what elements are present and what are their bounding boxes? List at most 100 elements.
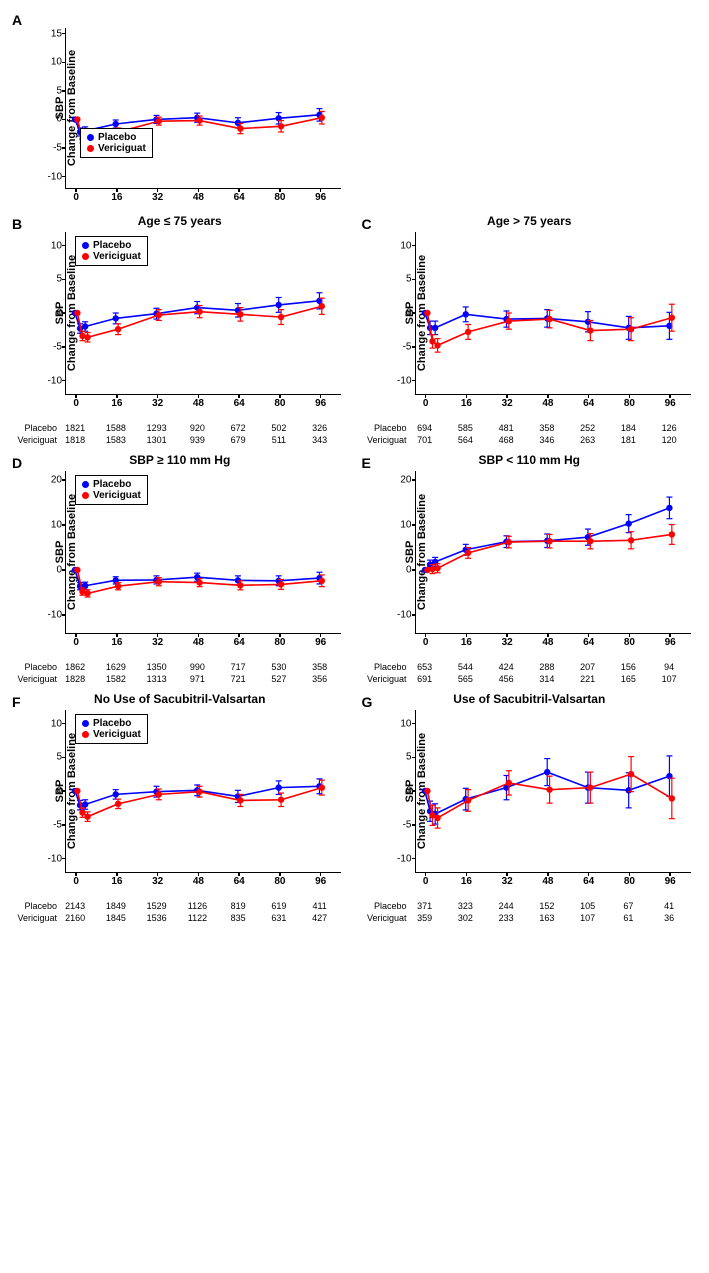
x-tick-label: 32 [152,394,163,409]
y-tick-label: -5 [53,819,66,830]
n-cell: 1845 [106,913,126,923]
n-cell: 1818 [65,435,85,445]
legend-label: Placebo [93,479,131,490]
x-tick-label: 0 [73,188,79,203]
n-cell: 701 [417,435,432,445]
n-cell: 653 [417,662,432,672]
y-tick-label: 0 [406,565,416,576]
n-cell: 1583 [106,435,126,445]
x-tick-label: 80 [624,394,635,409]
n-cell: 358 [539,423,554,433]
legend-label: Vericiguat [93,490,141,501]
x-tick-label: 48 [542,872,553,887]
panel-title: Age > 75 years [360,214,700,228]
n-cell: 1849 [106,901,126,911]
n-row-label: Vericiguat [367,435,415,445]
y-tick-label: 0 [406,786,416,797]
n-cell: 244 [499,901,514,911]
x-tick-label: 64 [234,188,245,203]
legend-label: Placebo [93,718,131,729]
legend-dot-icon [82,720,89,727]
x-tick-label: 96 [315,188,326,203]
n-cell: 631 [271,913,286,923]
n-cell: 221 [580,674,595,684]
x-tick-label: 80 [624,633,635,648]
legend-item-placebo: Placebo [82,479,141,490]
n-row-label: Vericiguat [17,435,65,445]
n-cell: 1126 [188,901,207,911]
n-cell: 61 [623,913,633,923]
x-tick-label: 16 [111,394,122,409]
n-cell: 326 [312,423,327,433]
n-cell: 721 [231,674,246,684]
n-cell: 184 [621,423,636,433]
y-tick-label: -10 [48,171,66,182]
x-tick-label: 0 [423,394,429,409]
n-cell: 502 [271,423,286,433]
n-cell: 564 [458,435,473,445]
x-tick-label: 96 [315,394,326,409]
x-tick-label: 64 [583,872,594,887]
x-tick-label: 96 [315,872,326,887]
n-cell: 530 [271,662,286,672]
n-row-label: Placebo [24,662,65,672]
n-cell: 511 [272,435,286,445]
x-tick-label: 0 [73,633,79,648]
y-tick-label: -5 [53,143,66,154]
n-cell: 990 [190,662,205,672]
n-cell: 1582 [106,674,126,684]
x-tick-label: 32 [152,872,163,887]
n-cell: 41 [664,901,674,911]
n-at-risk-table: Placebo3713232441521056741Vericiguat3593… [415,901,690,925]
n-cell: 2143 [65,901,85,911]
n-row-vericiguat: Vericiguat691565456314221165107 [415,674,690,686]
n-row-placebo: Placebo182115881293920672502326 [65,423,340,435]
panel-a: ASBPChange from Baseline-10-505101501632… [10,10,350,210]
n-cell: 358 [312,662,327,672]
n-cell: 1529 [147,901,167,911]
legend: PlaceboVericiguat [75,236,148,266]
x-tick-label: 16 [461,394,472,409]
n-row-vericiguat: Vericiguat701564468346263181120 [415,435,690,447]
n-cell: 94 [664,662,674,672]
n-cell: 544 [458,662,473,672]
n-cell: 1301 [147,435,167,445]
x-tick-label: 96 [315,633,326,648]
x-tick-label: 64 [234,394,245,409]
legend-dot-icon [82,731,89,738]
plot-area: -10-505100163248648096 [415,232,691,395]
n-cell: 1828 [65,674,85,684]
n-at-risk-table: Placebo182115881293920672502326Vericigua… [65,423,340,447]
x-tick-label: 48 [542,394,553,409]
n-cell: 619 [271,901,286,911]
legend-dot-icon [82,253,89,260]
x-tick-label: 16 [111,188,122,203]
panel-title: No Use of Sacubitril-Valsartan [10,692,350,706]
n-cell: 672 [231,423,246,433]
n-cell: 105 [580,901,595,911]
legend-item-placebo: Placebo [82,718,141,729]
x-tick-label: 0 [73,394,79,409]
n-cell: 2160 [65,913,85,923]
n-cell: 411 [312,901,326,911]
y-tick-label: 5 [406,752,416,763]
y-tick-label: -10 [48,375,66,386]
y-tick-label: 5 [56,85,66,96]
n-cell: 356 [312,674,327,684]
n-row-label: Vericiguat [367,674,415,684]
y-tick-label: 10 [51,520,66,531]
y-tick-label: -10 [397,375,415,386]
panel-title: SBP < 110 mm Hg [360,453,700,467]
x-tick-label: 96 [665,633,676,648]
x-tick-label: 48 [193,633,204,648]
figure-grid: ASBPChange from Baseline-10-505101501632… [10,10,699,927]
n-row-label: Vericiguat [367,913,415,923]
panel-title: SBP ≥ 110 mm Hg [10,453,350,467]
n-cell: 717 [231,662,246,672]
n-cell: 107 [580,913,595,923]
legend: PlaceboVericiguat [75,714,148,744]
y-tick-label: 10 [51,718,66,729]
n-row-label: Placebo [374,662,415,672]
n-row-vericiguat: Vericiguat182815821313971721527356 [65,674,340,686]
n-cell: 163 [539,913,554,923]
